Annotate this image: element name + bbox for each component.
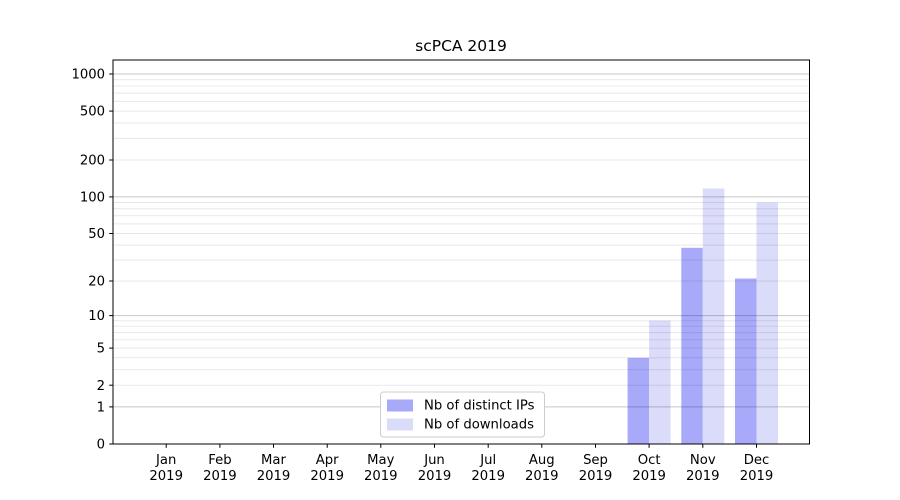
plot-area-border xyxy=(112,59,810,445)
chart-title: scPCA 2019 xyxy=(415,37,507,55)
x-tick-label-month: Oct xyxy=(638,453,661,468)
x-tick-label-year: 2019 xyxy=(740,469,774,484)
y-tick-label: 5 xyxy=(97,342,105,357)
x-tick-label-month: Mar xyxy=(261,453,286,468)
x-tick-label-year: 2019 xyxy=(525,469,559,484)
bar-distinct-ips-dec xyxy=(735,278,757,444)
y-tick-label: 500 xyxy=(80,105,105,120)
y-tick-label: 50 xyxy=(88,227,105,242)
bars-layer xyxy=(627,188,778,444)
legend-box xyxy=(380,391,545,438)
y-tick-label: 20 xyxy=(88,275,105,290)
x-tick-label-year: 2019 xyxy=(471,469,505,484)
legend: Nb of distinct IPs Nb of downloads xyxy=(380,391,545,438)
x-tick-label-year: 2019 xyxy=(257,469,291,484)
x-tick-label-month: Jun xyxy=(423,453,445,468)
bar-distinct-ips-oct xyxy=(627,357,650,444)
y-tick-label: 2 xyxy=(97,379,105,394)
x-tick-label-month: Jan xyxy=(155,453,176,468)
x-tick-label-year: 2019 xyxy=(686,469,720,484)
y-tick-label: 10 xyxy=(88,309,105,324)
legend-swatch-downloads xyxy=(387,418,413,431)
x-tick-label-year: 2019 xyxy=(149,469,183,484)
x-tick-label-year: 2019 xyxy=(418,469,452,484)
bar-downloads-oct xyxy=(649,320,671,444)
x-tick-label-month: Feb xyxy=(208,453,231,468)
legend-swatch-distinct-ips xyxy=(387,399,413,412)
y-tick-label: 1000 xyxy=(71,68,105,83)
x-tick-label-month: Jul xyxy=(479,453,496,468)
x-tick-label-month: Aug xyxy=(529,453,555,468)
x-tick-label-year: 2019 xyxy=(364,469,398,484)
bar-distinct-ips-nov xyxy=(681,247,703,444)
x-tick-label-year: 2019 xyxy=(310,469,344,484)
x-tick-label-month: Dec xyxy=(744,453,770,468)
y-tick-label: 1 xyxy=(97,401,105,416)
legend-label-distinct-ips: Nb of distinct IPs xyxy=(424,399,535,414)
x-tick-label-month: Apr xyxy=(316,453,339,468)
y-tick-label: 0 xyxy=(97,438,105,453)
x-tick-label-year: 2019 xyxy=(632,469,666,484)
y-tick-label: 200 xyxy=(80,154,105,169)
x-tick-label-month: Nov xyxy=(690,453,716,468)
bar-downloads-nov xyxy=(702,188,725,444)
legend-label-downloads: Nb of downloads xyxy=(424,418,534,433)
axes-layer: 01251020501002005001000Jan2019Feb2019Mar… xyxy=(71,68,773,484)
y-tick-label: 100 xyxy=(80,191,105,206)
x-tick-label-year: 2019 xyxy=(203,469,237,484)
bar-downloads-dec xyxy=(756,202,778,444)
x-tick-label-year: 2019 xyxy=(579,469,613,484)
x-tick-label-month: May xyxy=(367,453,394,468)
x-tick-label-month: Sep xyxy=(583,453,608,468)
